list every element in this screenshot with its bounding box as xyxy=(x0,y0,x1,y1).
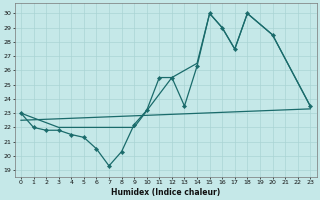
X-axis label: Humidex (Indice chaleur): Humidex (Indice chaleur) xyxy=(111,188,220,197)
